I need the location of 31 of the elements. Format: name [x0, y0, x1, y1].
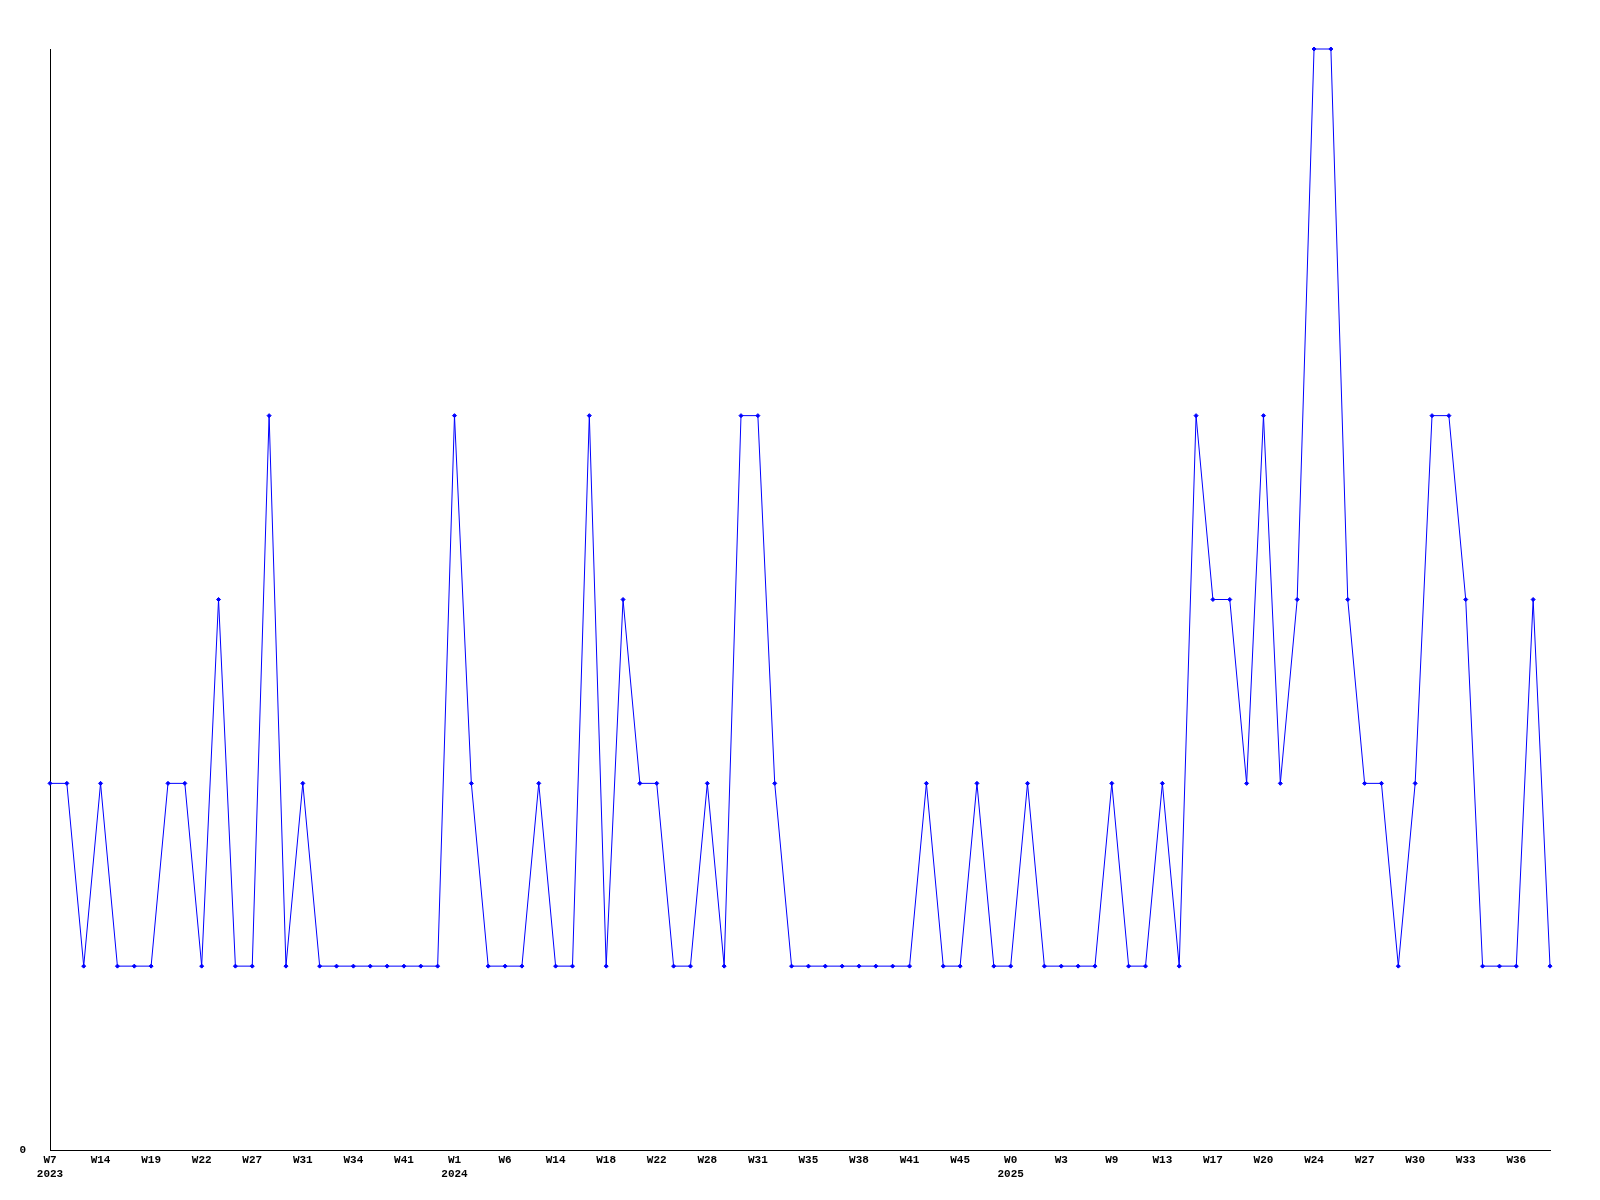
- x-tick-label: W45: [950, 1154, 971, 1167]
- x-tick-label: W3: [1054, 1154, 1069, 1167]
- x-tick-label: W41: [899, 1154, 920, 1167]
- x-tick-label: W17: [1203, 1154, 1223, 1167]
- text: 0: [19, 1143, 26, 1156]
- x-tick-label: W28: [697, 1154, 718, 1167]
- x-tick-label: W0 2025: [997, 1154, 1025, 1180]
- x-tick-label: W18: [596, 1154, 617, 1167]
- x-tick-label: W14: [545, 1154, 566, 1167]
- x-tick-label: W36: [1506, 1154, 1527, 1167]
- x-tick-label: W22: [191, 1154, 212, 1167]
- x-tick-label: W27: [1354, 1154, 1375, 1167]
- x-tick-label: W6: [498, 1154, 512, 1167]
- x-tick-label: W14: [90, 1154, 111, 1167]
- x-tick-label: W30: [1405, 1154, 1426, 1167]
- x-tick-label: W22: [646, 1154, 667, 1167]
- x-tick-label: W34: [343, 1154, 364, 1167]
- x-tick-label: W24: [1304, 1154, 1325, 1167]
- x-tick-label: W38: [849, 1154, 870, 1167]
- x-tick-label: W9: [1105, 1154, 1119, 1167]
- x-tick-label: W13: [1152, 1154, 1173, 1167]
- x-tick-label: W35: [798, 1154, 819, 1167]
- x-tick-label: W27: [242, 1154, 263, 1167]
- x-tick-label: W31: [292, 1154, 314, 1167]
- x-tick-label: W19: [141, 1154, 162, 1167]
- x-tick-label: W31: [747, 1154, 769, 1167]
- x-tick-label: W7 2023: [36, 1154, 64, 1180]
- x-tick-label: W33: [1455, 1154, 1477, 1167]
- x-tick-label: W1 2024: [441, 1154, 469, 1180]
- x-tick-label: W41: [394, 1154, 415, 1167]
- x-tick-label: W20: [1253, 1154, 1274, 1167]
